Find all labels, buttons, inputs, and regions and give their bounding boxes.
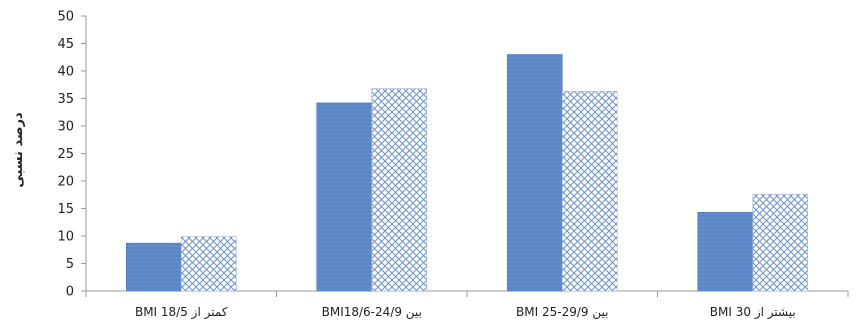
y-tick-label: 30 — [57, 120, 74, 135]
bar-series2 — [561, 91, 618, 292]
y-tick-label: 40 — [57, 65, 74, 80]
y-tick-label: 0 — [66, 285, 74, 300]
y-tick-label: 5 — [66, 257, 74, 272]
bar-series1 — [125, 242, 182, 292]
y-tick-label: 35 — [57, 92, 74, 107]
bar-series1 — [506, 54, 563, 292]
bar-series1 — [697, 212, 754, 292]
x-axis: کمتر از BMI 18/5 بین BMI18/6-24/9 بین BMI … — [85, 290, 849, 320]
x-category-label: بین BMI 25-29/9 — [516, 305, 608, 320]
y-tick-label: 45 — [57, 37, 74, 52]
y-tick-label: 15 — [57, 202, 74, 217]
y-tick-label: 10 — [57, 230, 74, 245]
y-tick-label: 25 — [57, 147, 74, 162]
x-category-label: بین BMI18/6-24/9 — [322, 305, 422, 320]
x-category-label: بیشتر از BMI 30 — [710, 305, 796, 320]
bar-series1 — [316, 102, 373, 292]
bar-series2 — [371, 88, 428, 292]
y-tick-label: 50 — [57, 10, 74, 25]
y-axis-title: درصد نسبی — [11, 112, 26, 188]
y-axis: 0 5 10 15 20 25 30 35 40 45 50 — [57, 10, 87, 300]
bar-series2 — [752, 193, 809, 292]
bar-series2 — [180, 236, 237, 292]
bars — [125, 54, 809, 292]
x-category-label: کمتر از BMI 18/5 — [135, 305, 228, 320]
y-tick-label: 20 — [57, 175, 74, 190]
